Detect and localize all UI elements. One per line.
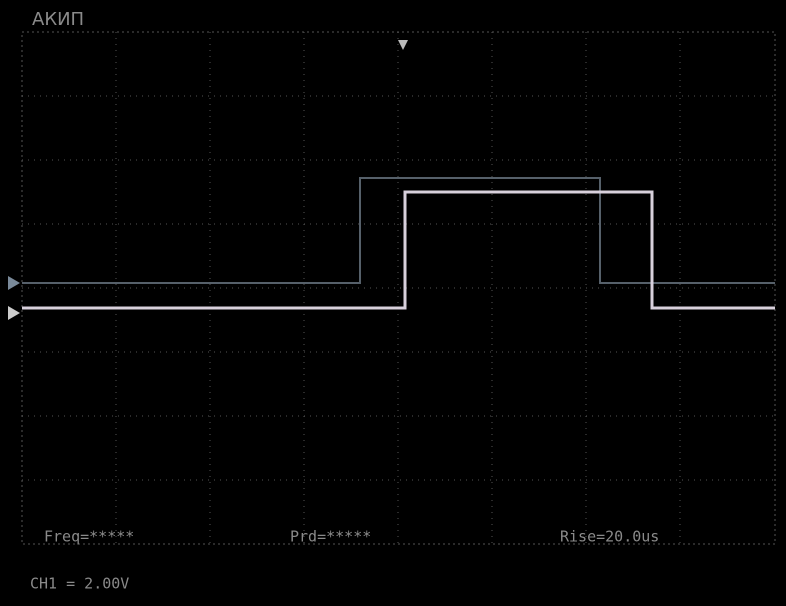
oscilloscope-screen: АКИП Freq=***** Prd=***** Rise=20.0us CH…	[0, 0, 786, 606]
channel-scale: CH1 = 2.00V	[30, 575, 129, 593]
rise-measurement: Rise=20.0us	[560, 528, 659, 546]
period-measurement: Prd=*****	[290, 528, 371, 546]
brand: АКИП	[32, 9, 84, 30]
background	[0, 0, 786, 606]
freq-measurement: Freq=*****	[44, 528, 134, 546]
